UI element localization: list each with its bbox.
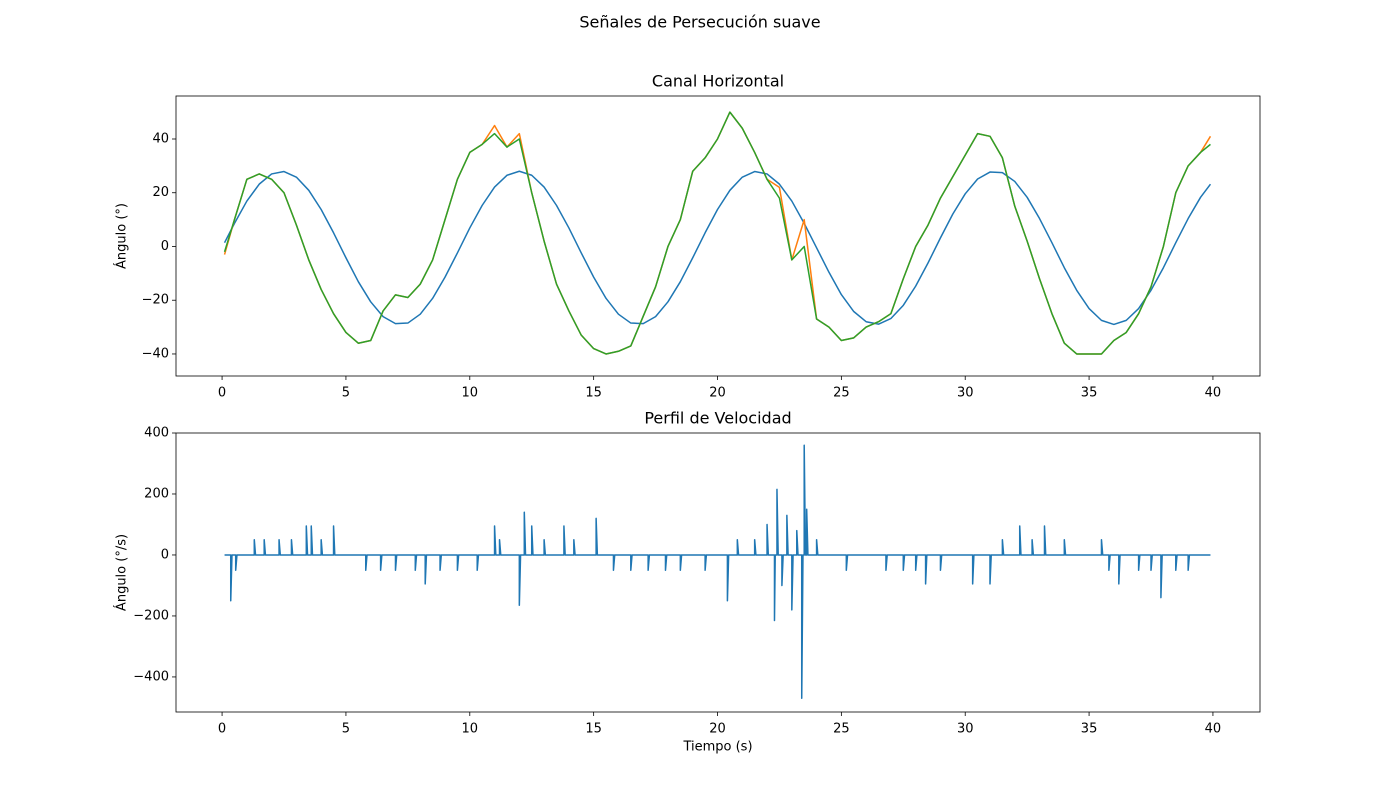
x-tick-label: 15 (585, 722, 602, 737)
x-tick-label: 5 (342, 722, 350, 737)
y-tick-label: 400 (144, 426, 169, 441)
axes-title: Canal Horizontal (652, 72, 784, 91)
y-tick-label: 0 (161, 547, 169, 562)
y-tick-label: −20 (142, 293, 169, 308)
x-tick-label: 0 (218, 386, 226, 401)
axes-title: Perfil de Velocidad (644, 409, 791, 428)
series-line (223, 111, 1211, 355)
y-tick-label: 20 (152, 185, 169, 200)
series-line (224, 444, 1211, 700)
x-tick-label: 20 (709, 386, 726, 401)
x-tick-label: 15 (585, 386, 602, 401)
y-axis-label: Ángulo (°/s) (114, 534, 130, 611)
x-tick-label: 40 (1205, 722, 1222, 737)
y-tick-label: 200 (144, 486, 169, 501)
x-tick-label: 35 (1081, 722, 1098, 737)
x-tick-label: 0 (218, 722, 226, 737)
x-tick-label: 40 (1205, 386, 1222, 401)
y-tick-label: −400 (133, 669, 169, 684)
x-tick-label: 30 (957, 722, 974, 737)
x-tick-label: 25 (833, 386, 850, 401)
x-tick-label: 30 (957, 386, 974, 401)
x-tick-label: 25 (833, 722, 850, 737)
figure-title: Señales de Persecución suave (579, 13, 820, 32)
y-tick-label: −200 (133, 608, 169, 623)
x-tick-label: 5 (342, 386, 350, 401)
y-tick-label: 40 (152, 131, 169, 146)
x-axis-label: Tiempo (s) (682, 740, 752, 755)
y-axis-label: Ángulo (°) (114, 203, 130, 269)
x-tick-label: 10 (462, 722, 479, 737)
y-tick-label: −40 (142, 346, 169, 361)
x-tick-label: 35 (1081, 386, 1098, 401)
axes-frame (175, 432, 1261, 713)
axes: Canal Horizontal Ángulo (°) 0 5 10 15 20 25 30 35… (114, 72, 1261, 401)
x-tick-label: 10 (462, 386, 479, 401)
series-line (223, 170, 1212, 326)
y-tick-label: 0 (161, 239, 169, 254)
axes: Perfil de Velocidad Ángulo (°/s) Tiempo (s… (114, 409, 1261, 755)
x-tick-label: 20 (709, 722, 726, 737)
axes-frame (175, 95, 1261, 377)
